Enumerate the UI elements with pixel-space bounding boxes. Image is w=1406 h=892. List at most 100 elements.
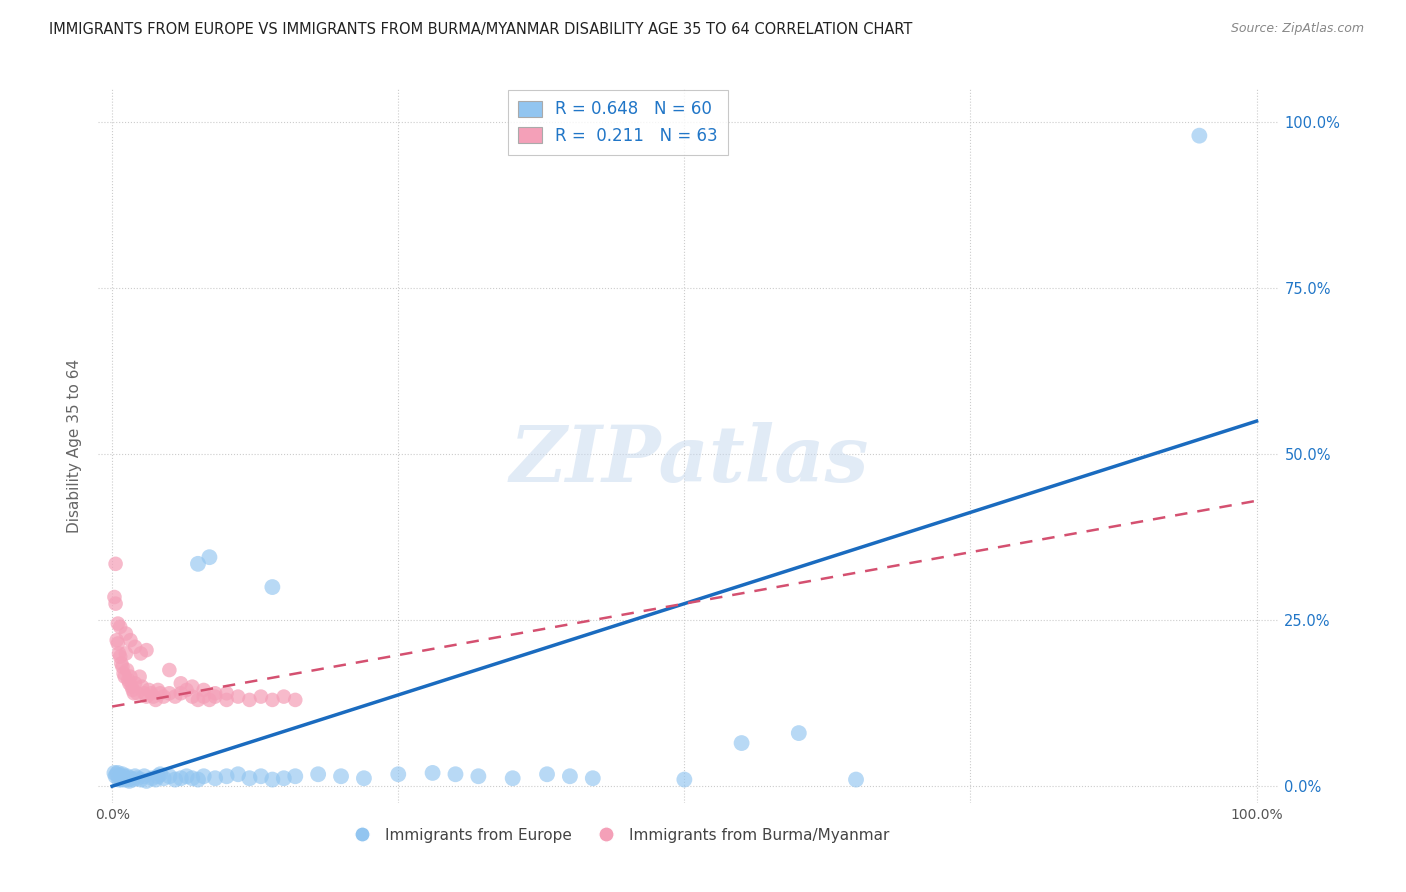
Point: [176, 682, 198, 697]
Point: [157, 663, 180, 677]
Point: [139, 686, 162, 700]
Point: [104, 597, 127, 611]
Point: [124, 769, 146, 783]
Point: [129, 647, 152, 661]
Point: [108, 649, 131, 664]
Point: [107, 636, 129, 650]
Point: [262, 693, 284, 707]
Legend: Immigrants from Europe, Immigrants from Burma/Myanmar: Immigrants from Europe, Immigrants from …: [342, 822, 896, 848]
Point: [284, 693, 307, 707]
Point: [204, 686, 226, 700]
Point: [262, 580, 284, 594]
Point: [110, 772, 132, 787]
Point: [170, 676, 193, 690]
Point: [117, 673, 139, 687]
Point: [110, 657, 132, 671]
Point: [730, 736, 752, 750]
Point: [135, 690, 157, 704]
Point: [330, 769, 353, 783]
Point: [127, 686, 149, 700]
Point: [273, 690, 295, 704]
Point: [165, 690, 187, 704]
Point: [238, 771, 260, 785]
Point: [122, 686, 145, 700]
Point: [111, 659, 134, 673]
Point: [152, 690, 174, 704]
Point: [238, 693, 260, 707]
Point: [128, 670, 150, 684]
Point: [121, 680, 143, 694]
Point: [673, 772, 696, 787]
Point: [135, 643, 157, 657]
Point: [124, 676, 146, 690]
Point: [250, 769, 273, 783]
Point: [129, 772, 152, 787]
Point: [170, 771, 193, 785]
Point: [146, 682, 169, 697]
Point: [115, 647, 138, 661]
Point: [114, 772, 136, 787]
Point: [181, 680, 204, 694]
Point: [149, 767, 172, 781]
Point: [157, 769, 180, 783]
Point: [120, 633, 142, 648]
Point: [112, 666, 135, 681]
Point: [149, 686, 172, 700]
Point: [215, 769, 238, 783]
Text: Source: ZipAtlas.com: Source: ZipAtlas.com: [1230, 22, 1364, 36]
Point: [157, 686, 180, 700]
Point: [105, 633, 128, 648]
Point: [108, 620, 131, 634]
Point: [105, 767, 128, 781]
Point: [558, 769, 581, 783]
Point: [193, 682, 215, 697]
Text: IMMIGRANTS FROM EUROPE VS IMMIGRANTS FROM BURMA/MYANMAR DISABILITY AGE 35 TO 64 : IMMIGRANTS FROM EUROPE VS IMMIGRANTS FRO…: [49, 22, 912, 37]
Point: [115, 771, 138, 785]
Point: [1188, 128, 1211, 143]
Point: [115, 663, 138, 677]
Point: [284, 769, 307, 783]
Point: [145, 693, 167, 707]
Point: [226, 767, 249, 781]
Y-axis label: Disability Age 35 to 64: Disability Age 35 to 64: [67, 359, 83, 533]
Point: [845, 772, 868, 787]
Point: [215, 686, 238, 700]
Point: [114, 670, 136, 684]
Point: [117, 772, 139, 787]
Point: [111, 767, 134, 781]
Point: [198, 693, 221, 707]
Point: [181, 690, 204, 704]
Point: [107, 616, 129, 631]
Point: [142, 690, 165, 704]
Point: [121, 682, 143, 697]
Point: [107, 766, 129, 780]
Point: [165, 772, 187, 787]
Point: [118, 773, 141, 788]
Point: [170, 686, 193, 700]
Point: [502, 771, 524, 785]
Point: [467, 769, 489, 783]
Point: [146, 769, 169, 783]
Point: [536, 767, 558, 781]
Point: [226, 690, 249, 704]
Point: [250, 690, 273, 704]
Point: [152, 771, 174, 785]
Point: [582, 771, 605, 785]
Point: [131, 680, 153, 694]
Point: [204, 771, 226, 785]
Point: [134, 769, 156, 783]
Point: [215, 693, 238, 707]
Point: [120, 670, 142, 684]
Point: [115, 626, 138, 640]
Point: [193, 769, 215, 783]
Point: [181, 771, 204, 785]
Point: [120, 771, 142, 785]
Point: [353, 771, 375, 785]
Point: [124, 640, 146, 654]
Point: [127, 771, 149, 785]
Point: [444, 767, 467, 781]
Point: [112, 769, 135, 783]
Point: [108, 772, 131, 787]
Point: [134, 686, 156, 700]
Point: [273, 771, 295, 785]
